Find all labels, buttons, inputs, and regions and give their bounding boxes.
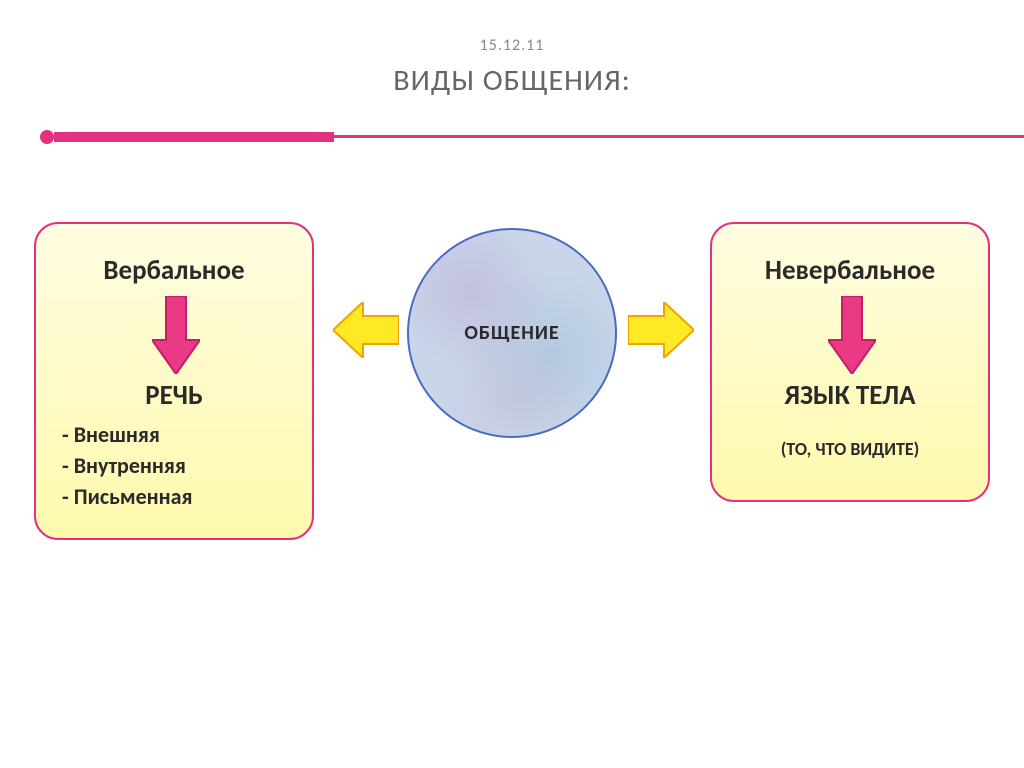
list-item: - Внутренняя xyxy=(62,451,312,482)
center-circle: ОБЩЕНИЕ xyxy=(407,228,617,438)
divider-dot xyxy=(40,130,54,144)
list-item: - Письменная xyxy=(62,482,312,513)
right-box-note: (ТО, ЧТО ВИДИТЕ) xyxy=(712,438,988,460)
right-box: Невербальное ЯЗЫК ТЕЛА (ТО, ЧТО ВИДИТЕ) xyxy=(710,222,990,502)
divider-thin xyxy=(334,135,1024,138)
list-item: - Внешняя xyxy=(62,420,312,451)
divider xyxy=(0,128,1024,146)
slide-title: ВИДЫ ОБЩЕНИЯ: xyxy=(0,62,1024,99)
arrow-right-icon xyxy=(628,302,694,358)
left-box: Вербальное РЕЧЬ - Внешняя - Внутренняя -… xyxy=(34,222,314,540)
center-circle-label: ОБЩЕНИЕ xyxy=(464,321,559,345)
arrow-left-icon xyxy=(333,302,399,358)
left-box-list: - Внешняя - Внутренняя - Письменная xyxy=(62,420,312,512)
right-box-sub: ЯЗЫК ТЕЛА xyxy=(712,379,988,412)
divider-thick xyxy=(54,132,334,142)
slide-date: 15.12.11 xyxy=(0,36,1024,55)
arrow-down-left-icon xyxy=(152,296,200,374)
arrow-down-right-icon xyxy=(828,296,876,374)
left-box-heading: Вербальное xyxy=(36,254,312,287)
right-box-heading: Невербальное xyxy=(712,254,988,287)
left-box-sub: РЕЧЬ xyxy=(36,379,312,412)
slide: 15.12.11 ВИДЫ ОБЩЕНИЯ: ОБЩЕНИЕ Вербально… xyxy=(0,0,1024,768)
